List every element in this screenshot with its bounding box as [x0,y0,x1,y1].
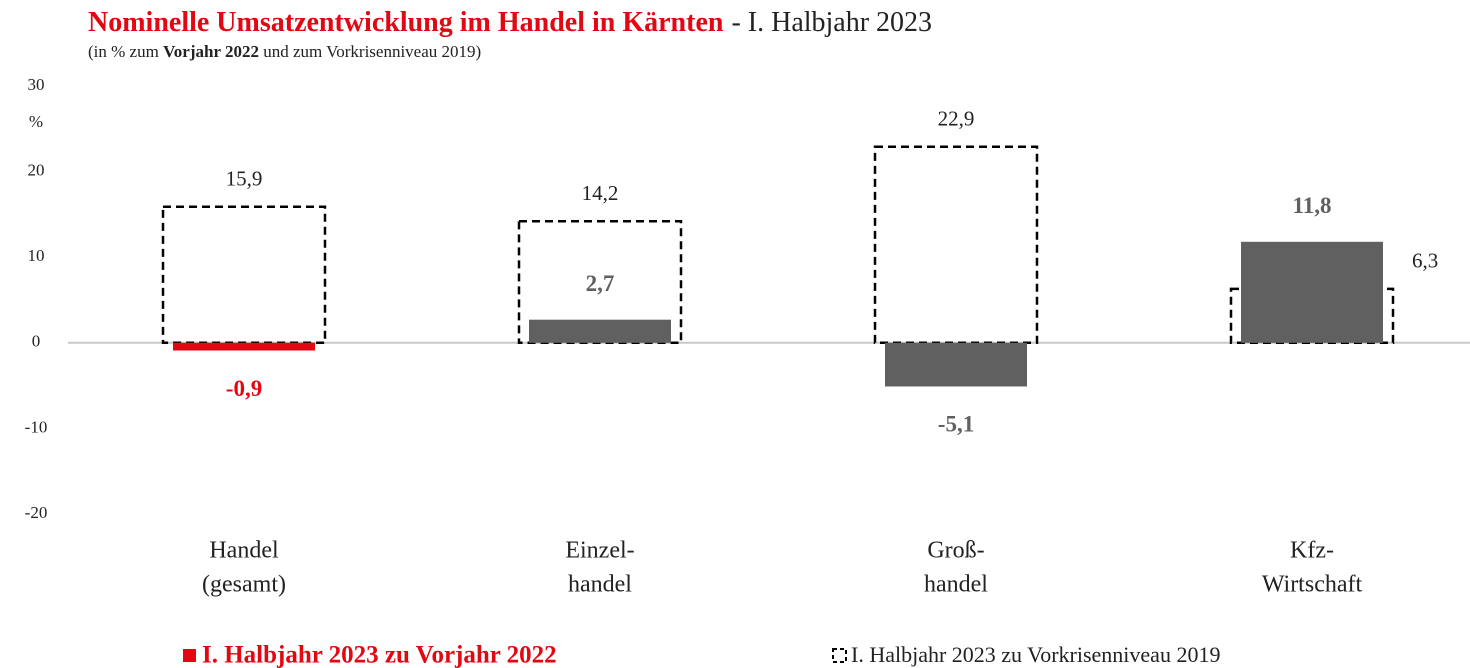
value-label: 22,9 [938,107,975,131]
dashed-bar [161,205,327,345]
legend-swatch [832,648,847,663]
x-tick-label: Wirtschaft [1262,572,1363,598]
x-tick-label: handel [924,572,988,598]
value-label: 6,3 [1412,249,1438,273]
title-main: Nominelle Umsatzentwicklung im Handel in… [88,7,724,38]
filled-bar [173,342,315,351]
value-label: -0,9 [226,376,262,401]
legend-swatch [183,649,196,662]
chart-title: Nominelle Umsatzentwicklung im Handel in… [88,7,932,38]
x-tick-label: Handel [209,538,279,564]
subtitle-part: und zum Vorkrisenniveau 2019) [259,42,481,61]
y-axis-label: % [29,112,43,131]
filled-bar [885,342,1027,387]
value-label: 11,8 [1293,193,1332,218]
x-tick-label: handel [568,572,632,598]
dashed-bar [873,145,1039,345]
value-label: 2,7 [586,271,615,296]
subtitle-part: Vorjahr 2022 [163,42,259,61]
value-label: 15,9 [226,167,263,191]
subtitle-part: (in % zum [88,42,163,61]
title-suffix: - I. Halbjahr 2023 [731,7,932,38]
subtitle: (in % zum Vorjahr 2022 und zum Vorkrisen… [88,42,481,61]
y-tick-label: -10 [25,417,48,436]
y-tick-label: -20 [25,503,48,522]
filled-bar [529,319,671,343]
x-tick-label: (gesamt) [202,572,286,598]
legend-label: I. Halbjahr 2023 zu Vorkrisenniveau 2019 [851,642,1220,667]
x-tick-label: Groß- [927,538,984,564]
x-tick-label: Einzel- [565,538,634,564]
y-tick-label: 30 [28,75,45,94]
y-tick-label: 20 [28,161,45,180]
y-tick-label: 0 [32,332,41,351]
y-tick-label: 10 [28,246,45,265]
value-label: 14,2 [582,181,619,205]
legend-label: I. Halbjahr 2023 zu Vorjahr 2022 [202,642,557,668]
x-tick-label: Kfz- [1290,538,1334,564]
filled-bar [1241,241,1383,343]
value-label: -5,1 [938,412,974,437]
